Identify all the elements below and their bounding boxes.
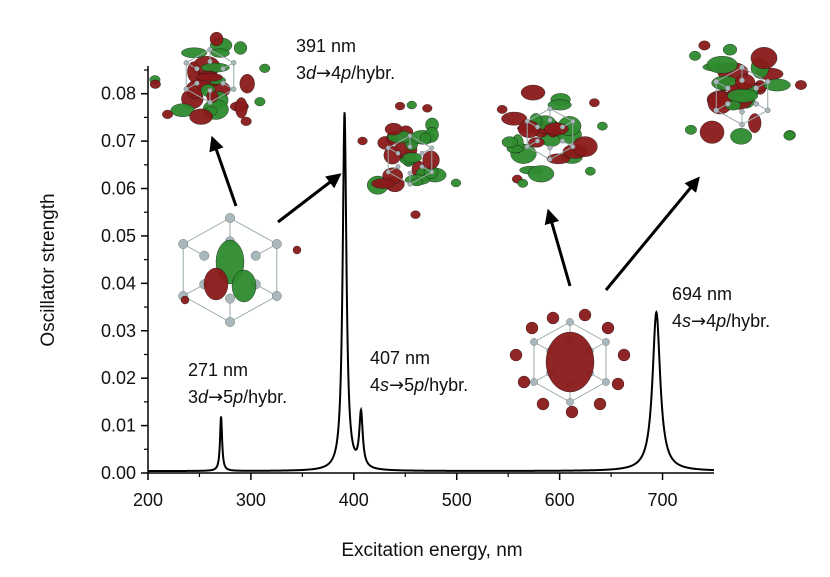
pointer-arrow xyxy=(604,176,700,291)
orbital-pictures xyxy=(149,31,807,419)
pointer-arrows xyxy=(209,135,700,291)
y-tick-label: 0.07 xyxy=(101,131,136,151)
y-tick-label: 0.01 xyxy=(101,416,136,436)
x-tick-label: 300 xyxy=(236,490,266,510)
ground-state-orbital-left xyxy=(178,213,302,327)
x-axis-title: Excitation energy, nm xyxy=(341,540,522,561)
x-tick-label: 200 xyxy=(133,490,163,510)
y-tick-label: 0.08 xyxy=(101,84,136,104)
y-tick-label: 0.05 xyxy=(101,226,136,246)
y-tick-label: 0.02 xyxy=(101,368,136,388)
transition-label: 4s→4p/hybr. xyxy=(672,311,770,332)
pointer-arrow xyxy=(277,173,342,224)
pointer-arrow xyxy=(544,208,572,287)
transition-label: 4s→5p/hybr. xyxy=(370,375,468,396)
x-tick-label: 500 xyxy=(442,490,472,510)
chart-axes xyxy=(147,66,714,474)
peak-wavelength-label: 694 nm xyxy=(672,284,732,304)
pointer-arrow xyxy=(209,135,238,207)
x-tick-label: 400 xyxy=(339,490,369,510)
y-axis-title: Oscillator strength xyxy=(38,193,59,346)
y-tick-label: 0.04 xyxy=(101,273,136,293)
orbital-391-nm-picture xyxy=(357,100,462,219)
transition-label: 3d→5p/hybr. xyxy=(188,387,287,408)
spectrum-line xyxy=(148,112,715,473)
transition-label: 3d→4p/hybr. xyxy=(296,63,395,84)
ground-state-orbital-right xyxy=(509,308,631,419)
peak-annotations: 271 nm 3d→5p/hybr. 391 nm 3d→4p/hybr. 407 nm… xyxy=(188,36,770,408)
chart-ticks: 200 300 400 500 600 700 0.00 0.01 0.02 0.03 0.04 0.… xyxy=(101,69,678,510)
y-tick-label: 0.03 xyxy=(101,321,136,341)
x-tick-label: 600 xyxy=(545,490,575,510)
orbital-271-nm-picture xyxy=(149,31,271,126)
x-tick-label: 700 xyxy=(648,490,678,510)
peak-wavelength-label: 271 nm xyxy=(188,360,248,380)
y-tick-label: 0.00 xyxy=(101,463,136,483)
orbital-694-nm-picture xyxy=(685,40,807,145)
y-tick-label: 0.06 xyxy=(101,179,136,199)
peak-wavelength-label: 391 nm xyxy=(296,36,356,56)
peak-wavelength-label: 407 nm xyxy=(370,348,430,368)
orbital-407-nm-picture xyxy=(496,84,608,188)
